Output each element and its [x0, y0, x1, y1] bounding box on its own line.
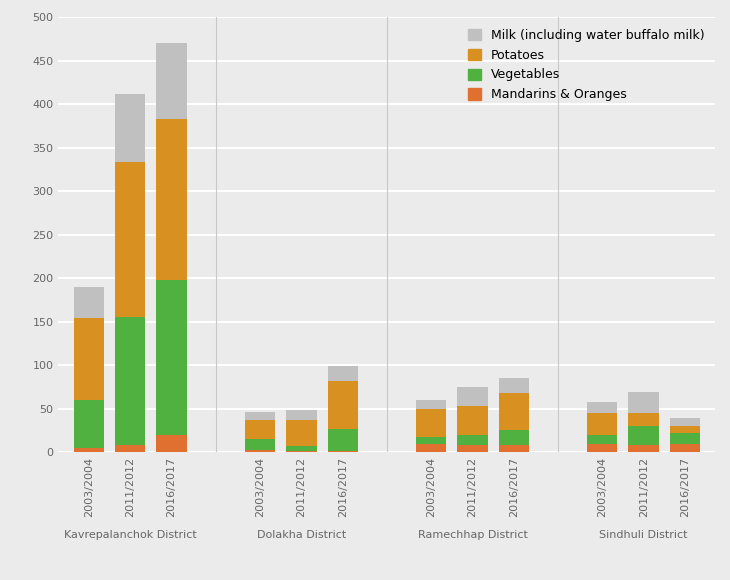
Bar	[629, 392, 658, 413]
Bar	[115, 94, 145, 162]
Bar	[499, 393, 529, 430]
Text: Ramechhap District: Ramechhap District	[418, 530, 527, 540]
Bar	[74, 318, 104, 400]
Bar	[328, 451, 358, 452]
Bar	[587, 414, 618, 435]
Bar	[115, 317, 145, 445]
Bar	[457, 445, 488, 452]
Bar	[74, 400, 104, 448]
Text: Kavrepalanchok District: Kavrepalanchok District	[64, 530, 196, 540]
Bar	[499, 445, 529, 452]
Bar	[499, 430, 529, 445]
Bar	[156, 435, 187, 452]
Bar	[115, 445, 145, 452]
Bar	[416, 444, 446, 452]
Bar	[286, 447, 317, 451]
Bar	[156, 119, 187, 280]
Text: Dolakha District: Dolakha District	[257, 530, 346, 540]
Bar	[629, 445, 658, 452]
Bar	[245, 412, 275, 420]
Bar	[286, 409, 317, 420]
Bar	[499, 379, 529, 393]
Bar	[328, 367, 358, 381]
Bar	[416, 437, 446, 444]
Bar	[416, 409, 446, 437]
Bar	[670, 433, 700, 444]
Bar	[245, 450, 275, 452]
Bar	[156, 280, 187, 435]
Bar	[115, 162, 145, 317]
Bar	[457, 387, 488, 407]
Bar	[670, 426, 700, 433]
Bar	[629, 426, 658, 445]
Bar	[328, 381, 358, 429]
Bar	[286, 420, 317, 447]
Text: Sindhuli District: Sindhuli District	[599, 530, 688, 540]
Bar	[74, 287, 104, 318]
Bar	[457, 407, 488, 435]
Bar	[629, 413, 658, 426]
Bar	[670, 418, 700, 426]
Bar	[74, 448, 104, 452]
Bar	[587, 444, 618, 452]
Bar	[328, 429, 358, 451]
Bar	[670, 444, 700, 452]
Bar	[587, 435, 618, 444]
Bar	[156, 43, 187, 119]
Legend: Milk (including water buffalo milk), Potatoes, Vegetables, Mandarins & Oranges: Milk (including water buffalo milk), Pot…	[463, 24, 709, 106]
Bar	[245, 420, 275, 440]
Bar	[416, 400, 446, 409]
Bar	[245, 440, 275, 450]
Bar	[286, 451, 317, 452]
Bar	[587, 402, 618, 413]
Bar	[457, 435, 488, 445]
